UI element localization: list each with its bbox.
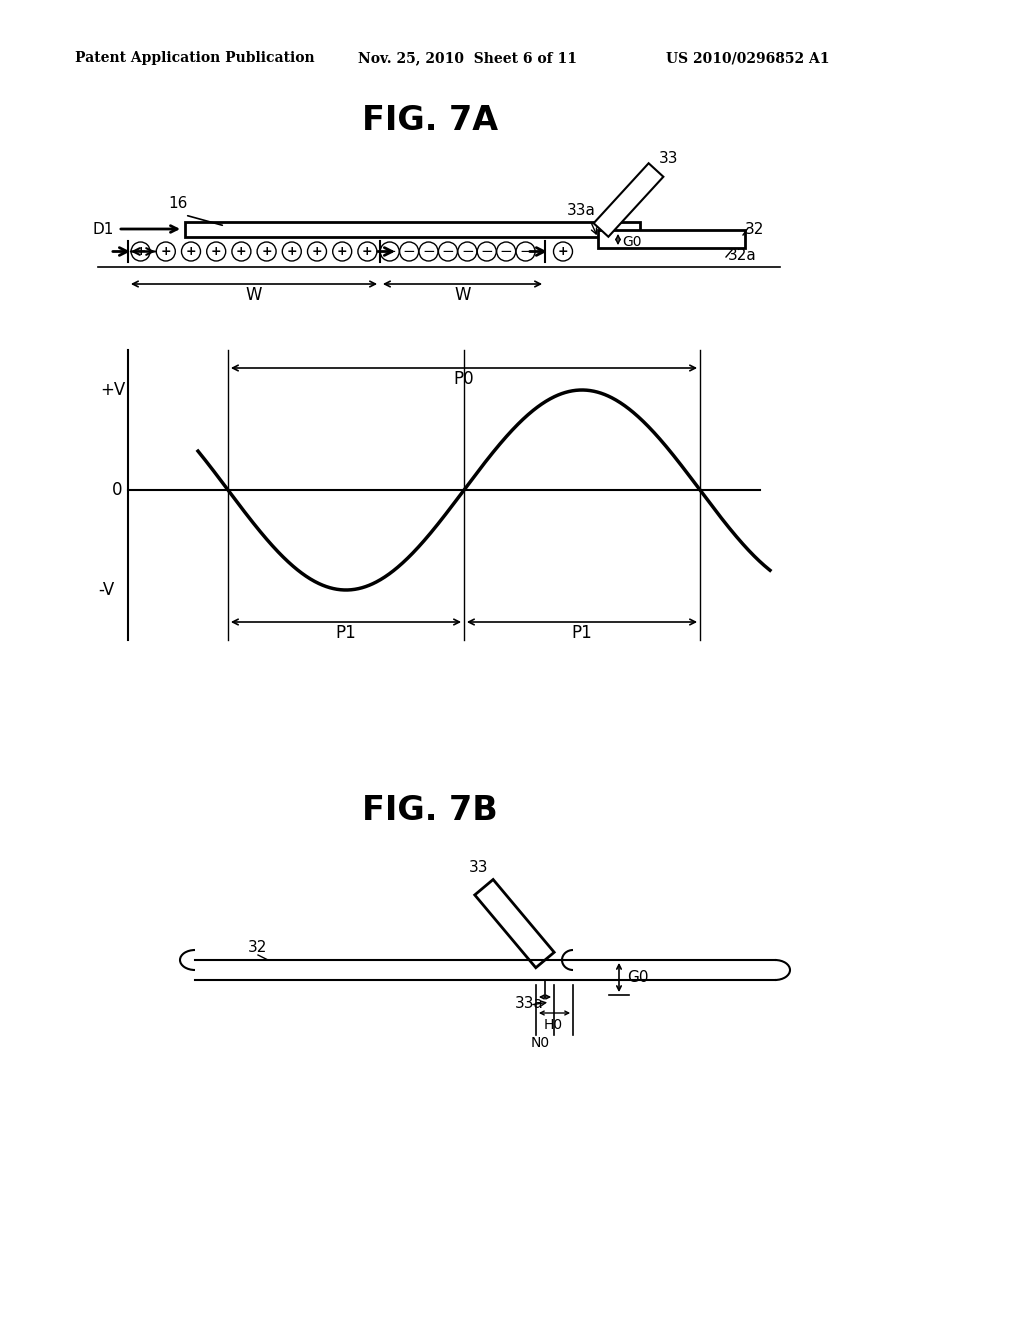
Text: +: +	[362, 246, 373, 257]
Text: 32: 32	[745, 222, 764, 238]
Circle shape	[307, 242, 327, 261]
Text: −: −	[422, 244, 435, 259]
Text: +: +	[211, 246, 221, 257]
Text: −: −	[383, 244, 396, 259]
Bar	[598, 230, 745, 248]
Text: 16: 16	[168, 195, 187, 211]
Circle shape	[207, 242, 225, 261]
Text: 32a: 32a	[728, 248, 757, 263]
Polygon shape	[594, 164, 664, 236]
Text: 32: 32	[248, 940, 267, 954]
Text: P1: P1	[571, 624, 592, 642]
Text: +: +	[135, 246, 145, 257]
Text: Patent Application Publication: Patent Application Publication	[75, 51, 314, 65]
Text: -V: -V	[98, 581, 115, 599]
Text: 0: 0	[112, 480, 123, 499]
Text: FIG. 7B: FIG. 7B	[362, 795, 498, 828]
Text: P0: P0	[454, 370, 474, 388]
Text: H0: H0	[544, 1018, 563, 1032]
Text: W: W	[455, 286, 471, 304]
Text: N0: N0	[531, 1036, 550, 1049]
Circle shape	[477, 242, 497, 261]
Text: P1: P1	[336, 624, 356, 642]
Circle shape	[131, 242, 151, 261]
Polygon shape	[475, 879, 554, 968]
Text: G0: G0	[622, 235, 641, 249]
Circle shape	[257, 242, 276, 261]
Text: −: −	[519, 244, 531, 259]
Text: W: W	[246, 286, 262, 304]
Circle shape	[283, 242, 301, 261]
Text: FIG. 7A: FIG. 7A	[361, 104, 498, 137]
Text: +V: +V	[100, 381, 125, 399]
Circle shape	[333, 242, 351, 261]
Text: +: +	[237, 246, 247, 257]
Text: +: +	[161, 246, 171, 257]
Text: Nov. 25, 2010  Sheet 6 of 11: Nov. 25, 2010 Sheet 6 of 11	[358, 51, 577, 65]
Circle shape	[380, 242, 399, 261]
Circle shape	[181, 242, 201, 261]
Text: −: −	[500, 244, 513, 259]
Text: +: +	[337, 246, 347, 257]
Circle shape	[157, 242, 175, 261]
Text: −: −	[402, 244, 416, 259]
Text: −: −	[461, 244, 474, 259]
Circle shape	[554, 242, 572, 261]
Bar	[185, 222, 640, 238]
Text: +: +	[287, 246, 297, 257]
Circle shape	[419, 242, 438, 261]
Text: US 2010/0296852 A1: US 2010/0296852 A1	[666, 51, 829, 65]
Circle shape	[497, 242, 516, 261]
Circle shape	[231, 242, 251, 261]
Circle shape	[458, 242, 477, 261]
Text: +: +	[311, 246, 323, 257]
Text: 33a: 33a	[567, 203, 596, 218]
Circle shape	[358, 242, 377, 261]
Text: 33: 33	[469, 861, 488, 875]
Circle shape	[399, 242, 419, 261]
Text: −: −	[480, 244, 494, 259]
Text: G0: G0	[627, 970, 648, 985]
Text: +: +	[185, 246, 197, 257]
Circle shape	[438, 242, 458, 261]
Text: 33a: 33a	[515, 997, 544, 1011]
Text: D1: D1	[93, 222, 115, 238]
Circle shape	[516, 242, 536, 261]
Text: 33: 33	[659, 150, 679, 166]
Text: −: −	[441, 244, 455, 259]
Text: +: +	[558, 246, 568, 257]
Text: +: +	[261, 246, 272, 257]
